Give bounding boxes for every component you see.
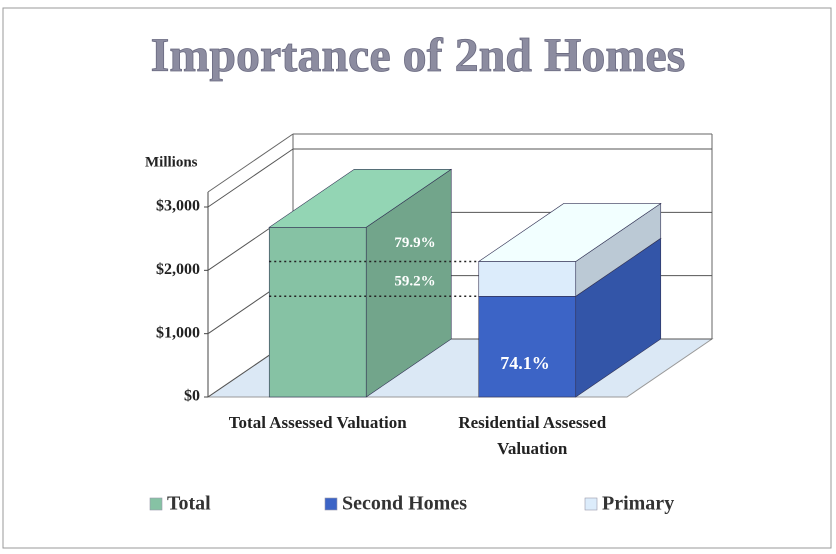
y-tick-label: $0 — [184, 388, 200, 405]
grid-line — [207, 148, 294, 208]
x-tick-label: Total Assessed Valuation — [228, 413, 407, 432]
legend-swatch — [149, 497, 163, 511]
side-wall-top — [207, 133, 294, 193]
bar-front — [478, 295, 577, 398]
y-tick-label: $1,000 — [156, 324, 200, 341]
bar-front — [478, 261, 577, 297]
frame — [2, 7, 832, 549]
x-tick-label: Residential Assessed Valuation — [458, 413, 607, 458]
legend-label: Primary — [602, 493, 674, 515]
y-tick-label: $3,000 — [156, 198, 200, 215]
bar-front — [268, 226, 367, 398]
y-axis-label: Millions — [145, 154, 198, 170]
chart-title: Importance of 2nd Homes — [151, 29, 686, 82]
bar-top — [477, 203, 662, 262]
legend-label: Total — [167, 493, 211, 515]
annotation: 74.1% — [500, 353, 550, 373]
legend-swatch — [324, 497, 338, 511]
legend-swatch — [584, 497, 598, 511]
annotation: 59.2% — [394, 274, 435, 290]
legend-label: Second Homes — [342, 493, 467, 515]
annotation: 79.9% — [394, 235, 435, 251]
y-tick-label: $2,000 — [156, 261, 200, 278]
bar-top — [268, 168, 453, 228]
